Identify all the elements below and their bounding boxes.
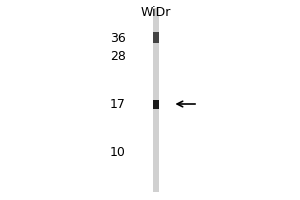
Text: 28: 28 (110, 49, 126, 62)
Text: 17: 17 (110, 98, 126, 110)
Text: 10: 10 (110, 146, 126, 158)
Bar (153, 8, 159, 192)
Bar (153, 32, 159, 43)
Text: WiDr: WiDr (141, 6, 171, 19)
Bar (153, 100, 159, 108)
Text: 36: 36 (110, 31, 126, 45)
